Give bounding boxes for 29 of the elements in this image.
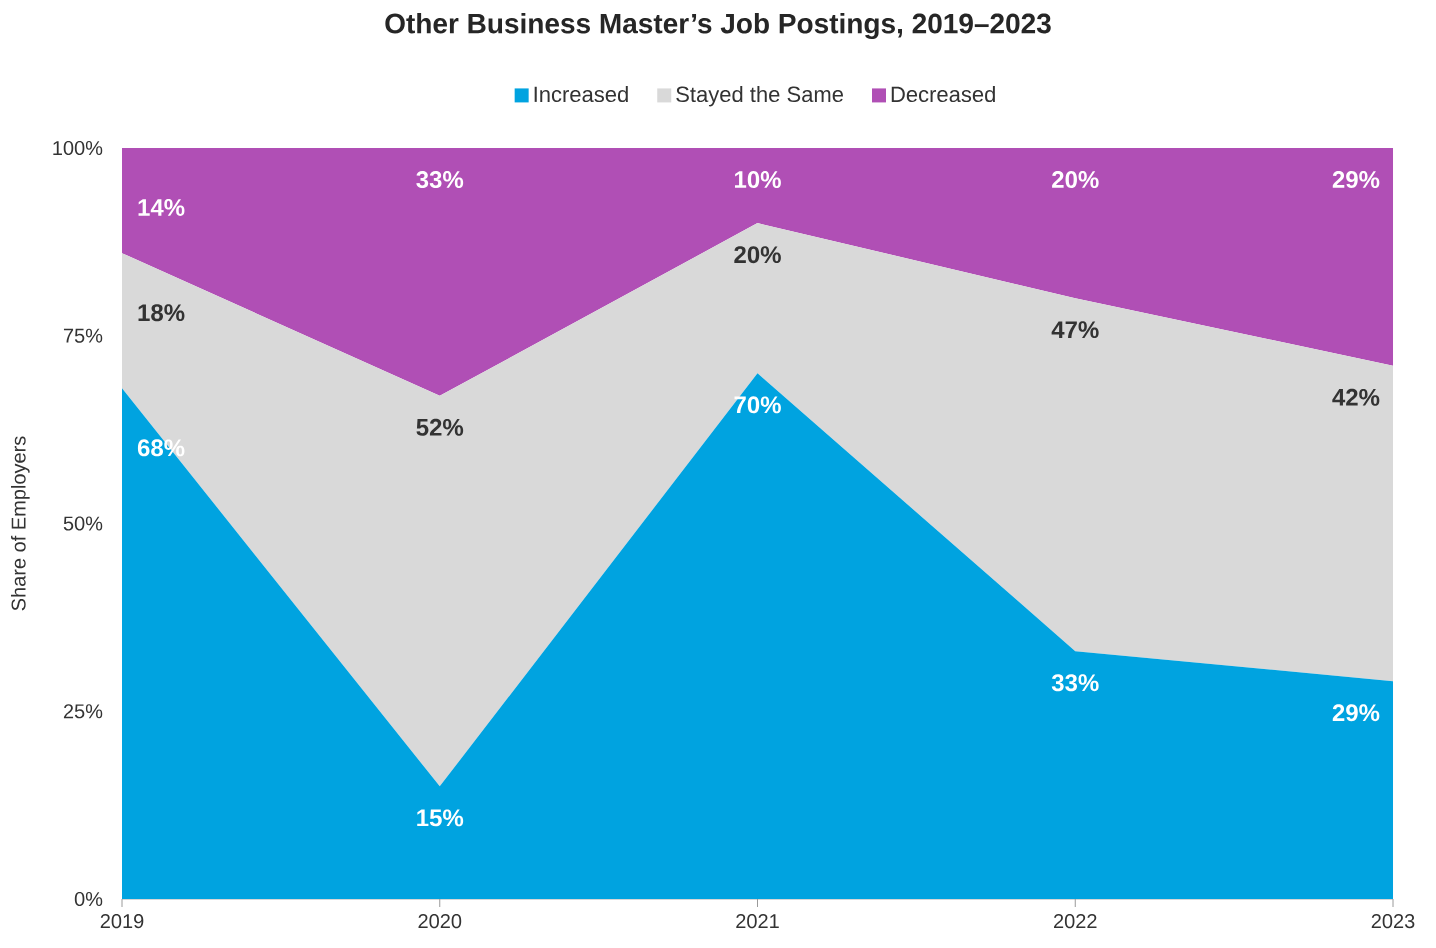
x-tick-label: 2023 [1371, 914, 1415, 929]
data-label: 33% [416, 171, 464, 189]
x-tick-label: 2019 [100, 914, 144, 929]
data-label: 42% [1332, 388, 1380, 406]
y-tick-label: 0% [74, 891, 103, 907]
data-label: 14% [138, 199, 185, 216]
data-label: 20% [734, 246, 781, 264]
data-label: 33% [1051, 674, 1099, 692]
data-label: 29% [1332, 704, 1380, 722]
y-tick-label: 75% [63, 328, 103, 343]
y-tick-label: 100% [53, 140, 103, 156]
data-label: 29% [1332, 171, 1380, 189]
data-label: 20% [1052, 171, 1099, 189]
x-tick-label: 2022 [1054, 914, 1097, 929]
y-axis-title: Share of Employers [10, 436, 30, 611]
chart-title: Other Business Master’s Job Postings, 2019–2023 [385, 12, 1051, 40]
data-label: 47% [1051, 321, 1099, 339]
x-tick-label: 2021 [736, 914, 779, 929]
y-tick-label: 25% [63, 704, 103, 719]
x-tick-label: 2020 [418, 914, 462, 929]
data-label: 10% [734, 171, 781, 189]
data-label: 70% [734, 396, 781, 414]
legend-label: Increased [534, 85, 628, 103]
data-label: 52% [416, 418, 464, 436]
data-label: 18% [138, 304, 185, 322]
legend-label: Stayed the Same [676, 85, 843, 107]
legend-label: Decreased [891, 85, 995, 103]
y-tick-label: 50% [63, 516, 103, 531]
data-label: 15% [417, 809, 464, 827]
